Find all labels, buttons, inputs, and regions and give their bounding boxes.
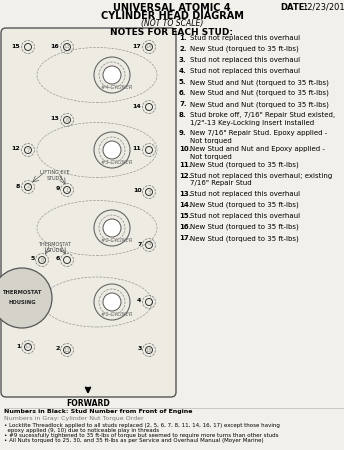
- Text: 5: 5: [30, 256, 34, 261]
- Text: 17.: 17.: [179, 235, 192, 241]
- Text: Stud not replaced this overhaul: Stud not replaced this overhaul: [190, 68, 300, 74]
- Text: 16: 16: [51, 44, 60, 49]
- Text: New Stud (torqued to 35 ft-lbs): New Stud (torqued to 35 ft-lbs): [190, 46, 299, 53]
- Circle shape: [0, 268, 52, 328]
- Text: 9.: 9.: [179, 130, 187, 136]
- Text: 2.: 2.: [179, 46, 186, 52]
- Text: 7: 7: [26, 148, 30, 153]
- Text: 4: 4: [137, 298, 141, 303]
- Text: 6: 6: [55, 256, 60, 261]
- Text: 1.: 1.: [179, 35, 187, 41]
- Text: THERMOSTAT: THERMOSTAT: [2, 291, 42, 296]
- Text: #1 CYLINER: #1 CYLINER: [101, 312, 133, 317]
- Text: • #9 sucessfully tightened to 35 ft-lbs of torque but seemed to require more tur: • #9 sucessfully tightened to 35 ft-lbs …: [4, 433, 279, 438]
- Text: 8: 8: [16, 184, 21, 189]
- Text: Numbers in Black: Stud Number from Front of Engine: Numbers in Black: Stud Number from Front…: [4, 409, 193, 414]
- Text: New Stud and Nut (torqued to 35 ft-lbs): New Stud and Nut (torqued to 35 ft-lbs): [190, 90, 329, 96]
- Text: 13: 13: [64, 45, 70, 50]
- Text: CYLINDER HEAD DIAGRAM: CYLINDER HEAD DIAGRAM: [100, 11, 244, 21]
- Text: Stud not replaced this overhaul: Stud not replaced this overhaul: [190, 191, 300, 197]
- Text: 7.: 7.: [179, 101, 187, 107]
- Text: 12/23/2018: 12/23/2018: [302, 3, 344, 12]
- Text: New Stud and Nut (torqued to 35 ft-lbs): New Stud and Nut (torqued to 35 ft-lbs): [190, 79, 329, 86]
- Text: 12: 12: [64, 347, 71, 352]
- Text: 15.: 15.: [179, 213, 191, 219]
- Text: 5.: 5.: [179, 79, 186, 85]
- Text: NOTES FOR EACH STUD:: NOTES FOR EACH STUD:: [110, 28, 234, 37]
- Text: 3: 3: [147, 189, 151, 194]
- Text: Stud not replaced this overhaul: Stud not replaced this overhaul: [190, 57, 300, 63]
- Text: New Stud (torqued to 35 ft-lbs): New Stud (torqued to 35 ft-lbs): [190, 235, 299, 242]
- Text: Stud not replaced this overhaul: Stud not replaced this overhaul: [190, 35, 300, 41]
- Text: 4.: 4.: [179, 68, 187, 74]
- Circle shape: [103, 141, 121, 159]
- Text: 12.: 12.: [179, 173, 191, 179]
- Text: 15: 15: [12, 44, 21, 49]
- Text: 10.: 10.: [179, 146, 192, 152]
- Text: • All Nuts torqued to 25, 30, and 35 ft-lbs as per Service and Overhaul Manual (: • All Nuts torqued to 25, 30, and 35 ft-…: [4, 438, 264, 443]
- FancyBboxPatch shape: [1, 28, 176, 397]
- Text: 1: 1: [16, 343, 21, 348]
- Text: Numbers in Gray: Cylinder Nut Torque Order: Numbers in Gray: Cylinder Nut Torque Ord…: [4, 416, 144, 421]
- Text: 14: 14: [133, 104, 141, 108]
- Text: (NOT TO SCALE): (NOT TO SCALE): [141, 19, 203, 28]
- Text: Stud not replaced this overhaul; existing
7/16" Repair Stud: Stud not replaced this overhaul; existin…: [190, 173, 332, 186]
- Text: New Stud (torqued to 35 ft-lbs): New Stud (torqued to 35 ft-lbs): [190, 162, 299, 168]
- Text: Stud not replaced this overhaul: Stud not replaced this overhaul: [190, 213, 300, 219]
- Text: 4: 4: [147, 243, 151, 248]
- Circle shape: [103, 219, 121, 237]
- Text: LIFTING EYE
STUDS: LIFTING EYE STUDS: [40, 170, 70, 181]
- Text: 2: 2: [26, 184, 30, 189]
- Text: 3.: 3.: [179, 57, 187, 63]
- Text: 7: 7: [137, 242, 141, 247]
- Text: New Stud (torqued to 35 ft-lbs): New Stud (torqued to 35 ft-lbs): [190, 202, 299, 208]
- Text: 18: 18: [146, 347, 152, 352]
- Text: 14: 14: [146, 45, 152, 50]
- Text: New 7/16" Repair Stud. Epoxy applied -
Not torqued: New 7/16" Repair Stud. Epoxy applied - N…: [190, 130, 327, 144]
- Text: 11: 11: [133, 147, 141, 152]
- Text: 9: 9: [55, 186, 60, 192]
- Text: • Locktite Threadlock applied to all studs replaced (2, 5, 6, 7, 8, 11, 14, 16, : • Locktite Threadlock applied to all stu…: [4, 423, 280, 428]
- Circle shape: [103, 66, 121, 84]
- Text: 3: 3: [137, 346, 141, 351]
- Text: #2 CYLINER: #2 CYLINER: [101, 238, 133, 243]
- Text: #4 CYLINER: #4 CYLINER: [101, 85, 133, 90]
- Text: New Stud and Nut (torqued to 35 ft-lbs): New Stud and Nut (torqued to 35 ft-lbs): [190, 101, 329, 108]
- Text: 17: 17: [133, 44, 141, 49]
- Text: FORWARD: FORWARD: [66, 399, 110, 408]
- Text: 2: 2: [55, 346, 60, 351]
- Text: New Stud (torqued to 35 ft-lbs): New Stud (torqued to 35 ft-lbs): [190, 224, 299, 230]
- Text: 17: 17: [25, 345, 31, 350]
- Text: UNIVERSAL ATOMIC 4: UNIVERSAL ATOMIC 4: [113, 3, 231, 13]
- Text: 14.: 14.: [179, 202, 192, 208]
- Text: 8: 8: [40, 257, 44, 262]
- Text: epoxy applied (9, 10) due to noticeable play in threads: epoxy applied (9, 10) due to noticeable …: [4, 428, 159, 433]
- Text: HOUSING: HOUSING: [8, 301, 36, 306]
- Text: #3 CYLINER: #3 CYLINER: [101, 160, 133, 165]
- Text: New Stud and Nut and Epoxy applied -
Not torqued: New Stud and Nut and Epoxy applied - Not…: [190, 146, 325, 159]
- Text: 6.: 6.: [179, 90, 186, 96]
- Text: 6: 6: [65, 117, 69, 122]
- Text: 12: 12: [12, 147, 21, 152]
- Text: 13: 13: [51, 117, 60, 122]
- Text: 10: 10: [133, 189, 141, 194]
- Text: 11.: 11.: [179, 162, 192, 168]
- Text: 13.: 13.: [179, 191, 192, 197]
- Text: Stud broke off, 7/16" Repair Stud existed,
1/2"-13 Key-Locking Insert installed: Stud broke off, 7/16" Repair Stud existe…: [190, 112, 335, 126]
- Text: 1: 1: [65, 188, 69, 193]
- Circle shape: [103, 293, 121, 311]
- Text: THERMOSTAT
STUDS: THERMOSTAT STUDS: [39, 242, 72, 253]
- Text: 16.: 16.: [179, 224, 191, 230]
- Text: 8.: 8.: [179, 112, 187, 118]
- Text: DATE:: DATE:: [280, 3, 308, 12]
